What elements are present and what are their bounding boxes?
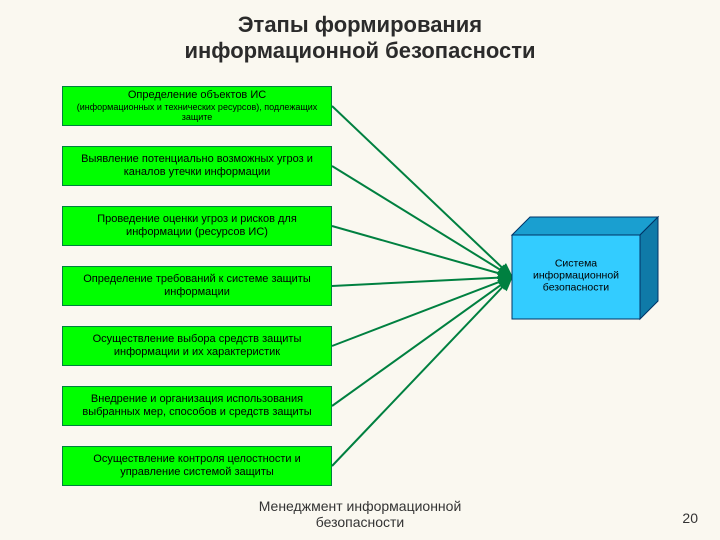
stage-box-3: Проведение оценки угроз и рисков для инф… <box>62 206 332 246</box>
stage-box-main: Определение требований к системе защиты … <box>69 273 325 298</box>
arrow-line <box>332 277 512 406</box>
arrow-group <box>332 106 512 466</box>
stage-box-5: Осуществление выбора средств защиты инфо… <box>62 326 332 366</box>
cube-side-face <box>640 217 658 319</box>
page-number: 20 <box>682 510 698 526</box>
footer-text: Менеджмент информационной безопасности <box>0 498 720 530</box>
arrow-line <box>332 277 512 286</box>
footer-line1: Менеджмент информационной <box>259 498 462 514</box>
footer-line2: безопасности <box>316 514 405 530</box>
result-cube: Системаинформационнойбезопасности <box>510 215 660 321</box>
stage-box-2: Выявление потенциально возможных угроз и… <box>62 146 332 186</box>
title-line1: Этапы формирования <box>238 12 482 37</box>
stage-box-6: Внедрение и организация использования вы… <box>62 386 332 426</box>
arrow-line <box>332 226 512 277</box>
arrow-line <box>332 166 512 277</box>
arrow-line <box>332 277 512 346</box>
stage-box-main: Выявление потенциально возможных угроз и… <box>69 153 325 178</box>
stage-box-main: Определение объектов ИС <box>128 89 266 102</box>
stage-box-main: Осуществление контроля целостности и упр… <box>69 453 325 478</box>
stage-box-sub: (информационных и технических ресурсов),… <box>69 102 325 123</box>
arrow-line <box>332 106 512 277</box>
slide-title: Этапы формирования информационной безопа… <box>0 12 720 65</box>
arrow-line <box>332 277 512 466</box>
slide: Этапы формирования информационной безопа… <box>0 0 720 540</box>
stage-box-main: Проведение оценки угроз и рисков для инф… <box>69 213 325 238</box>
stage-box-4: Определение требований к системе защиты … <box>62 266 332 306</box>
cube-top-face <box>512 217 658 235</box>
stage-box-main: Внедрение и организация использования вы… <box>69 393 325 418</box>
title-line2: информационной безопасности <box>184 38 535 63</box>
stage-box-main: Осуществление выбора средств защиты инфо… <box>69 333 325 358</box>
stage-box-1: Определение объектов ИС(информационных и… <box>62 86 332 126</box>
stage-box-7: Осуществление контроля целостности и упр… <box>62 446 332 486</box>
